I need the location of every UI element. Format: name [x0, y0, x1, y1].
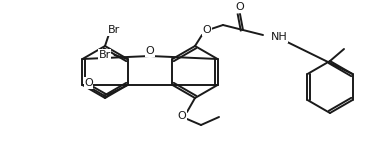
Text: O: O: [203, 25, 211, 35]
Text: Br: Br: [98, 50, 111, 60]
Text: O: O: [178, 111, 186, 121]
Text: NH: NH: [271, 32, 288, 42]
Text: Br: Br: [108, 25, 120, 35]
Text: O: O: [145, 46, 154, 56]
Text: O: O: [236, 2, 244, 12]
Text: O: O: [84, 78, 93, 88]
